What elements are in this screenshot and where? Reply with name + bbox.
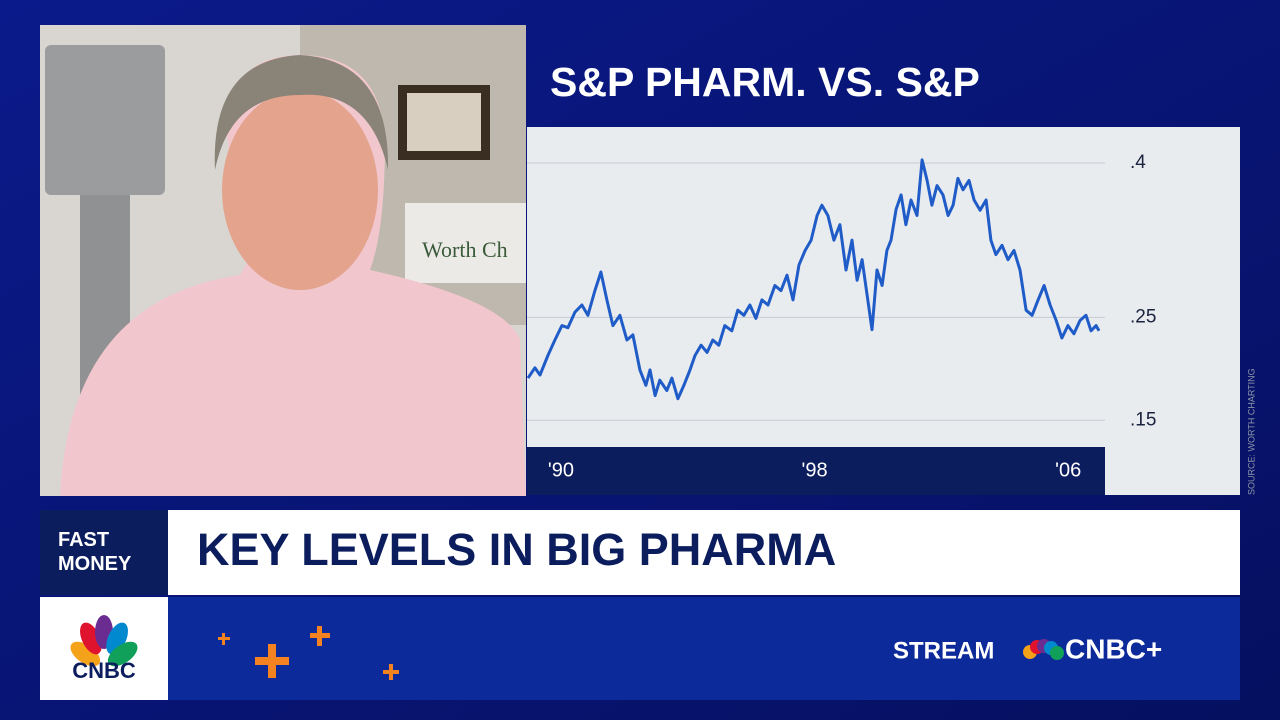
decor-pluses — [218, 626, 399, 680]
data-line — [526, 158, 1101, 401]
source-note: SOURCE: WORTH CHARTING — [1246, 368, 1256, 495]
chart-title: S&P PHARM. VS. S&P — [550, 59, 980, 105]
y-tick-label: .15 — [1130, 409, 1156, 430]
logo-text: CNBC — [72, 658, 136, 683]
x-axis-band — [527, 447, 1105, 495]
sign-text: Worth Ch — [422, 237, 508, 262]
y-tick-label: .4 — [1130, 152, 1146, 173]
stream-label: STREAM — [893, 637, 994, 664]
headline: KEY LEVELS IN BIG PHARMA — [197, 524, 836, 575]
service-label: CNBC+ — [1065, 633, 1162, 664]
small-peacock — [1023, 639, 1064, 660]
y-tick-label: .25 — [1130, 306, 1156, 327]
x-tick-label: '98 — [802, 459, 828, 481]
x-tick-label: '06 — [1055, 459, 1081, 481]
headline-band — [168, 510, 1240, 595]
video-feed: Worth Ch — [40, 25, 526, 496]
x-tick-label: '90 — [548, 459, 574, 481]
chart-panel — [527, 127, 1240, 495]
peacock-logo — [70, 615, 138, 667]
show-name: FAST MONEY — [58, 529, 132, 575]
show-box — [40, 510, 168, 595]
plot: .4 .25 .15 '90 '98 '06 — [526, 152, 1156, 481]
